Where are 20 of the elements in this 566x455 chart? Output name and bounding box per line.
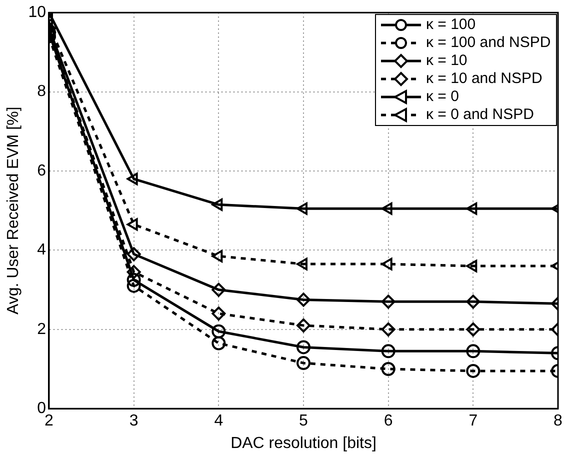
x-tick-label: 4 <box>214 412 224 430</box>
y-axis-title: Avg. User Received EVM [%] <box>5 106 22 314</box>
y-tick-label: 4 <box>37 242 46 259</box>
y-tick-label: 2 <box>37 320 46 338</box>
x-tick-label: 8 <box>554 412 563 430</box>
legend-label: κ = 10 <box>426 52 468 70</box>
x-tick-label: 3 <box>129 412 138 430</box>
legend-label: κ = 100 <box>426 16 476 34</box>
y-tick-label: 10 <box>28 4 46 22</box>
y-tick-label: 8 <box>37 83 46 100</box>
y-tick-label: 6 <box>37 162 46 180</box>
legend-label: κ = 10 and NSPD <box>426 70 542 88</box>
x-tick-label: 7 <box>468 412 478 430</box>
y-tick-label: 0 <box>37 400 46 418</box>
x-tick-label: 6 <box>384 412 393 430</box>
x-axis-title: DAC resolution [bits] <box>230 434 376 452</box>
x-tick-label: 5 <box>299 412 308 430</box>
legend-label: κ = 0 and NSPD <box>426 106 534 124</box>
legend-label: κ = 0 <box>426 88 459 106</box>
legend-label: κ = 100 and NSPD <box>426 34 551 52</box>
